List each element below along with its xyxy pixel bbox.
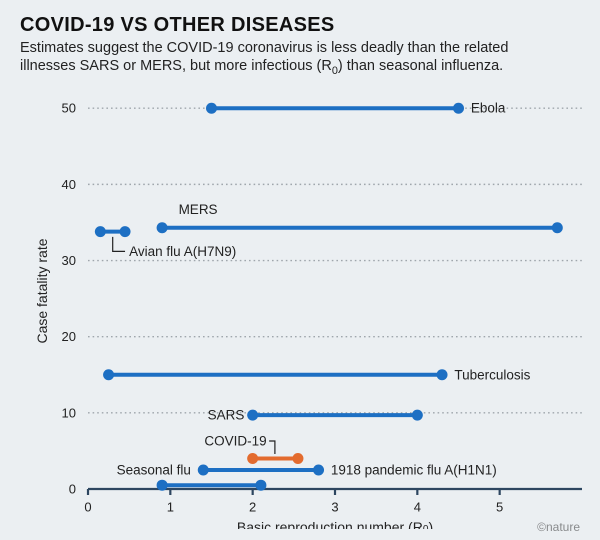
y-tick-label: 10 bbox=[62, 405, 76, 420]
disease-avian_h7n9 bbox=[95, 226, 131, 237]
range-dot bbox=[157, 222, 168, 233]
leader-line bbox=[113, 237, 125, 251]
disease-label: Ebola bbox=[471, 100, 506, 115]
y-tick-label: 20 bbox=[62, 329, 76, 344]
range-dot bbox=[198, 464, 209, 475]
disease-mers bbox=[157, 222, 563, 233]
range-dot bbox=[95, 226, 106, 237]
page: COVID-19 VS OTHER DISEASES Estimates sug… bbox=[0, 0, 600, 540]
x-tick-label: 1 bbox=[167, 499, 174, 514]
range-dot bbox=[255, 479, 266, 490]
disease-label: MERS bbox=[179, 202, 218, 217]
x-tick-label: 5 bbox=[496, 499, 503, 514]
y-tick-label: 0 bbox=[69, 481, 76, 496]
credit-text: ©nature bbox=[537, 520, 580, 534]
y-tick-label: 40 bbox=[62, 176, 76, 191]
disease-label: Avian flu A(H7N9) bbox=[129, 244, 236, 259]
range-dot bbox=[552, 222, 563, 233]
disease-label: Tuberculosis bbox=[454, 367, 530, 382]
y-tick-label: 30 bbox=[62, 253, 76, 268]
x-tick-label: 3 bbox=[331, 499, 338, 514]
disease-label: 1918 pandemic flu A(H1N1) bbox=[331, 462, 497, 477]
disease-tuberculosis bbox=[103, 369, 447, 380]
disease-pandemic_h1n1 bbox=[198, 464, 324, 475]
y-tick-label: 50 bbox=[62, 100, 76, 115]
disease-label: COVID-19 bbox=[204, 433, 266, 448]
disease-ebola bbox=[206, 102, 464, 113]
chart-container: 0 10 20 30 40 50 Case fatality rate 0 1 2 3 4 5 Basic… bbox=[20, 87, 580, 529]
x-axis-label: Basic reproduction number (R0) bbox=[237, 519, 433, 529]
range-dot bbox=[247, 453, 258, 464]
range-dot bbox=[120, 226, 131, 237]
range-dot bbox=[206, 102, 217, 113]
range-dot bbox=[313, 464, 324, 475]
chart-subtitle: Estimates suggest the COVID-19 coronavir… bbox=[20, 39, 580, 79]
disease-label: SARS bbox=[208, 407, 245, 422]
range-dot bbox=[157, 479, 168, 490]
range-dot bbox=[437, 369, 448, 380]
disease-sars bbox=[247, 409, 423, 420]
x-tick-label: 0 bbox=[84, 499, 91, 514]
disease-covid bbox=[247, 453, 303, 464]
range-dot bbox=[292, 453, 303, 464]
leader-line bbox=[269, 441, 275, 454]
range-dot bbox=[412, 409, 423, 420]
x-tick-label: 4 bbox=[414, 499, 421, 514]
disease-label: Seasonal flu bbox=[117, 462, 191, 477]
x-tick-label: 2 bbox=[249, 499, 256, 514]
y-axis-label: Case fatality rate bbox=[34, 238, 50, 343]
range-dot bbox=[247, 409, 258, 420]
range-dot bbox=[453, 102, 464, 113]
chart-title: COVID-19 VS OTHER DISEASES bbox=[20, 14, 580, 37]
range-dot bbox=[103, 369, 114, 380]
disease-range-chart: 0 10 20 30 40 50 Case fatality rate 0 1 2 3 4 5 Basic… bbox=[20, 87, 596, 529]
